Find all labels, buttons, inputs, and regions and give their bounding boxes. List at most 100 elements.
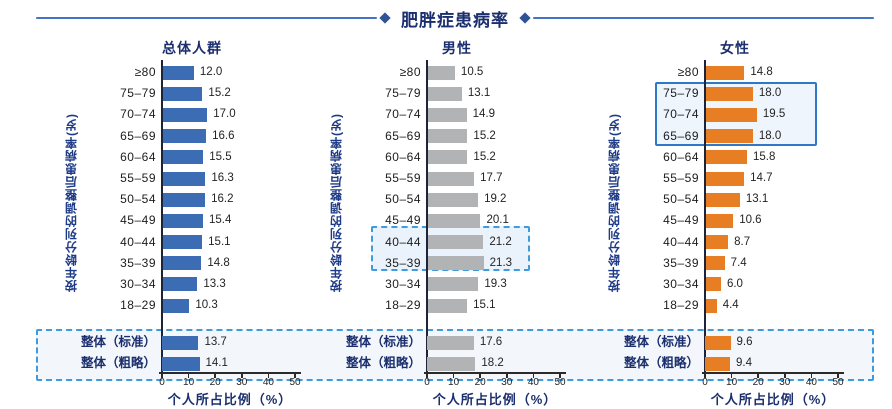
bar-row: 75–79 18.0 [575,83,847,104]
bar [162,171,206,186]
age-group-label: ≥80 [134,65,156,79]
diamond-icon [519,12,531,24]
overall-rows: 整体（标准） 17.6 整体（粗略） 18.2 [297,332,569,374]
bar-row: 整体（标准） 9.6 [575,332,847,353]
bar [162,277,198,292]
value-label: 21.3 [489,256,513,269]
age-group-label: 35–39 [120,255,156,270]
bar-row: 65–69 15.2 [297,126,569,147]
x-axis-label: 个人所占比例（%） [710,392,836,407]
value-label: 7.4 [730,256,747,269]
x-axis-tick [837,374,839,378]
bar-row: 70–74 17.0 [32,104,304,125]
bar-row: 60–64 15.8 [575,147,847,168]
bar [705,277,721,292]
bar-row: 65–69 18.0 [575,126,847,147]
age-group-label: 65–69 [385,128,421,143]
bar [705,335,731,350]
header-line-left [36,17,377,19]
bar [162,192,206,207]
overall-rows: 整体（标准） 9.6 整体（粗略） 9.4 [575,332,847,374]
chart-male: 男性 按年龄分列的调整后患病率(岁) ≥80 10.5 75–79 13.1 70–74… [297,38,569,407]
value-label: 16.6 [212,129,235,142]
age-group-label: 30–34 [385,276,421,291]
chart-female: 女性 按年龄分列的调整后患病率(岁) ≥80 14.8 75–79 18.0 70–74… [575,38,847,407]
bar-row: 50–54 16.2 [32,189,304,210]
age-group-label: 55–59 [120,170,156,185]
age-group-label: 75–79 [120,86,156,101]
bar [427,235,484,250]
x-axis-tick-label: 40 [262,377,274,388]
bar [427,192,479,207]
value-label: 19.2 [484,193,507,206]
value-label: 14.9 [472,108,496,121]
value-label: 15.5 [209,150,232,163]
bar [162,298,190,313]
bar-row: 18–29 4.4 [575,295,847,316]
bar-row: 40–44 15.1 [32,232,304,253]
age-group-label: 50–54 [120,192,156,207]
bar [427,256,484,271]
x-axis-tick [506,374,508,378]
overall-label: 整体（标准） [80,335,156,349]
x-axis-tick [559,374,561,378]
age-group-label: 70–74 [120,107,156,122]
value-label: 12.0 [199,66,223,78]
value-label: 8.7 [734,235,751,248]
value-label: 15.2 [473,150,496,163]
x-axis-tick-label: 20 [474,377,486,388]
x-axis-tick-label: 50 [289,377,301,388]
value-label: 13.7 [204,336,227,348]
age-group-label: 70–74 [663,107,699,122]
x-axis-tick [704,374,706,378]
bar [162,256,202,271]
value-label: 15.8 [753,150,776,163]
overall-rows: 整体（标准） 13.7 整体（粗略） 14.1 [32,332,304,374]
bar [162,86,203,101]
age-group-label: 50–54 [385,192,421,207]
value-label: 17.7 [480,171,503,184]
x-axis-tick [810,374,813,378]
x-axis-tick [532,374,535,378]
page-title: 肥胖症患病率 [401,10,509,30]
bar-row: 30–34 6.0 [575,274,847,295]
bar-row: 整体（标准） 17.6 [297,332,569,353]
bar-row: 55–59 16.3 [32,168,304,189]
value-label: 18.2 [481,357,504,370]
value-label: 16.3 [211,171,234,184]
bar-row: 30–34 19.3 [297,274,569,295]
age-group-label: 55–59 [663,170,699,185]
value-label: 14.8 [750,66,773,78]
overall-label: 整体（粗略） [623,356,699,371]
bar-row: 整体（标准） 13.7 [32,332,304,353]
age-group-label: 75–79 [385,86,421,101]
value-label: 10.6 [739,214,762,227]
value-label: 15.2 [473,129,496,142]
bar [427,65,455,80]
bar [162,65,194,80]
bar-row: 40–44 8.7 [575,232,847,253]
x-axis-tick-label: 10 [183,377,195,388]
bar-row: 60–64 15.5 [32,147,304,168]
overall-label: 整体（粗略） [80,356,156,371]
value-label: 21.2 [489,235,512,248]
age-group-label: 45–49 [663,213,699,228]
age-group-label: 18–29 [385,298,421,313]
age-group-label: 60–64 [385,149,421,164]
x-axis-tick-label: 30 [779,377,791,388]
age-group-label: 18–29 [663,298,699,313]
x-axis-tick-label: 10 [726,377,738,388]
value-label: 4.4 [722,299,739,312]
page-header: 肥胖症患病率 [36,8,874,30]
x-axis-tick-label: 50 [832,377,844,388]
bar-row: 35–39 14.8 [32,253,304,274]
header-line-right [533,17,874,19]
chart-title: 女性 [720,40,750,56]
bar-row: 整体（粗略） 14.1 [32,353,304,374]
chart-title: 男性 [442,40,472,56]
x-axis-tick-label: 0 [159,377,165,388]
value-label: 19.3 [484,277,507,290]
bar [705,256,725,271]
bar-row: 45–49 10.6 [575,210,847,231]
bar-row: ≥80 12.0 [32,62,304,83]
